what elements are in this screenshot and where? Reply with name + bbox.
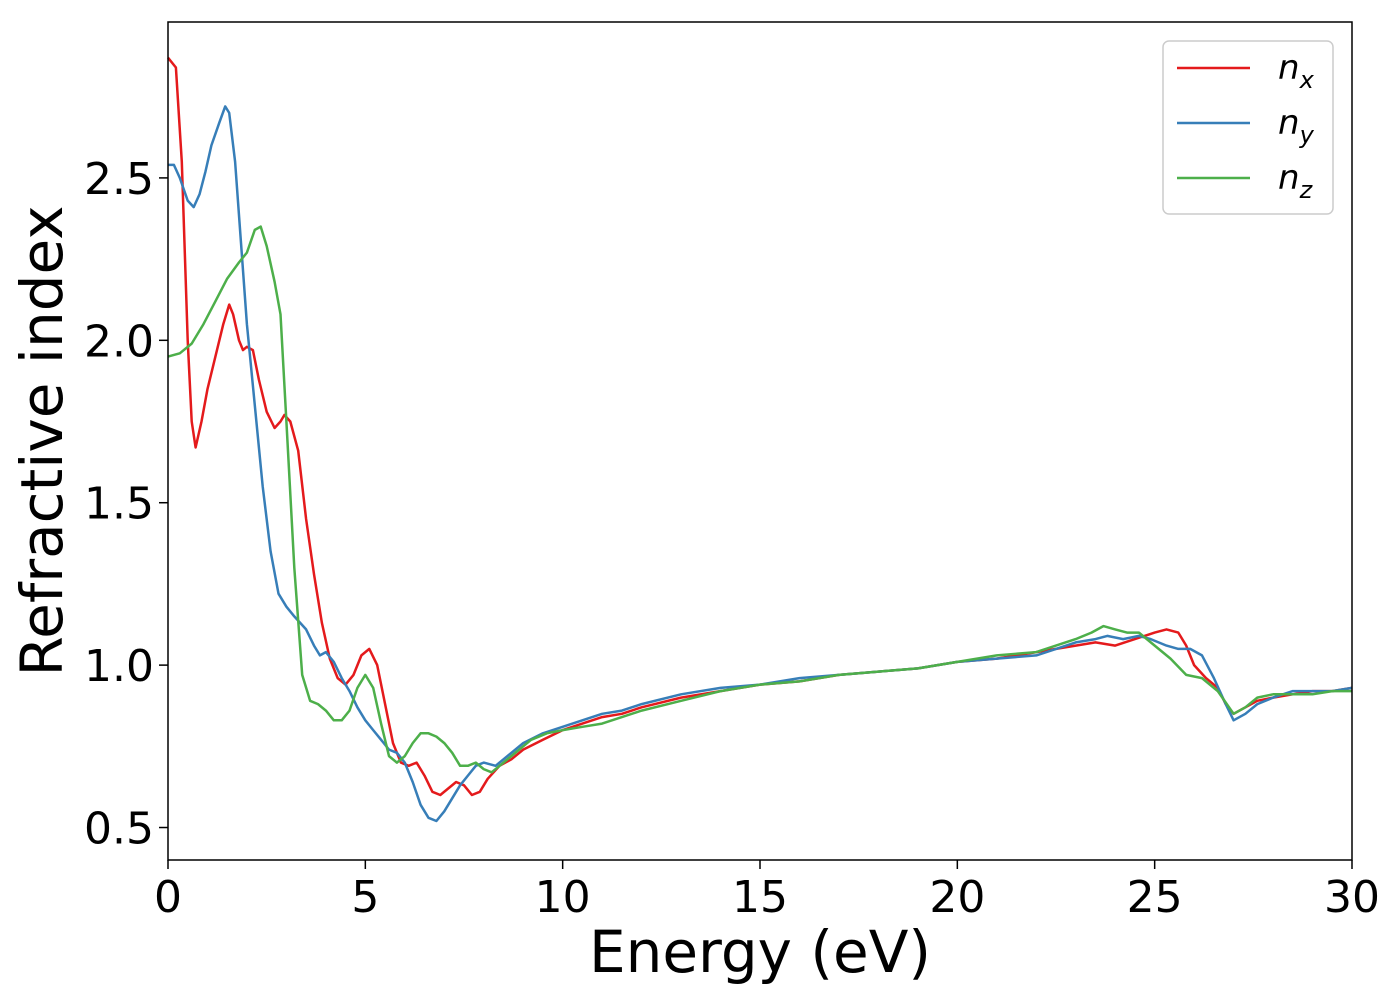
series-line-nz: [167, 225, 1352, 774]
x-axis: 0 5 10 15 20 25 30: [154, 860, 1380, 923]
y-tick-label: 1.0: [84, 641, 154, 692]
y-axis: 0.5 1.0 1.5 2.0 2.5: [84, 154, 168, 855]
legend-label-subscript: x: [1299, 66, 1315, 94]
legend-label-subscript: z: [1299, 176, 1314, 204]
y-tick-label: 2.5: [84, 154, 154, 205]
legend-box: [1162, 40, 1334, 215]
y-tick-label: 0.5: [84, 804, 154, 855]
x-tick-label: 30: [1324, 872, 1380, 923]
x-tick-label: 25: [1127, 872, 1183, 923]
legend-label-base: n: [1278, 48, 1300, 88]
legend-label-nz: nz: [1278, 158, 1314, 204]
x-tick-label: 10: [535, 872, 591, 923]
y-axis-label: Refractive index: [8, 205, 76, 676]
series-line-ny: [168, 105, 1353, 823]
legend-label-ny: ny: [1278, 103, 1315, 149]
y-tick-label: 1.5: [84, 479, 154, 530]
x-tick-label: 15: [732, 872, 788, 923]
series-layer: [167, 56, 1353, 823]
x-tick-label: 20: [929, 872, 985, 923]
x-tick-label: 5: [351, 872, 379, 923]
x-tick-label: 0: [154, 872, 182, 923]
legend-label-subscript: y: [1299, 121, 1315, 149]
y-tick-label: 2.0: [84, 316, 154, 367]
legend-label-nx: nx: [1278, 48, 1315, 94]
legend-label-base: n: [1278, 103, 1300, 143]
legend-label-base: n: [1278, 158, 1300, 198]
x-axis-label: Energy (eV): [589, 918, 931, 986]
